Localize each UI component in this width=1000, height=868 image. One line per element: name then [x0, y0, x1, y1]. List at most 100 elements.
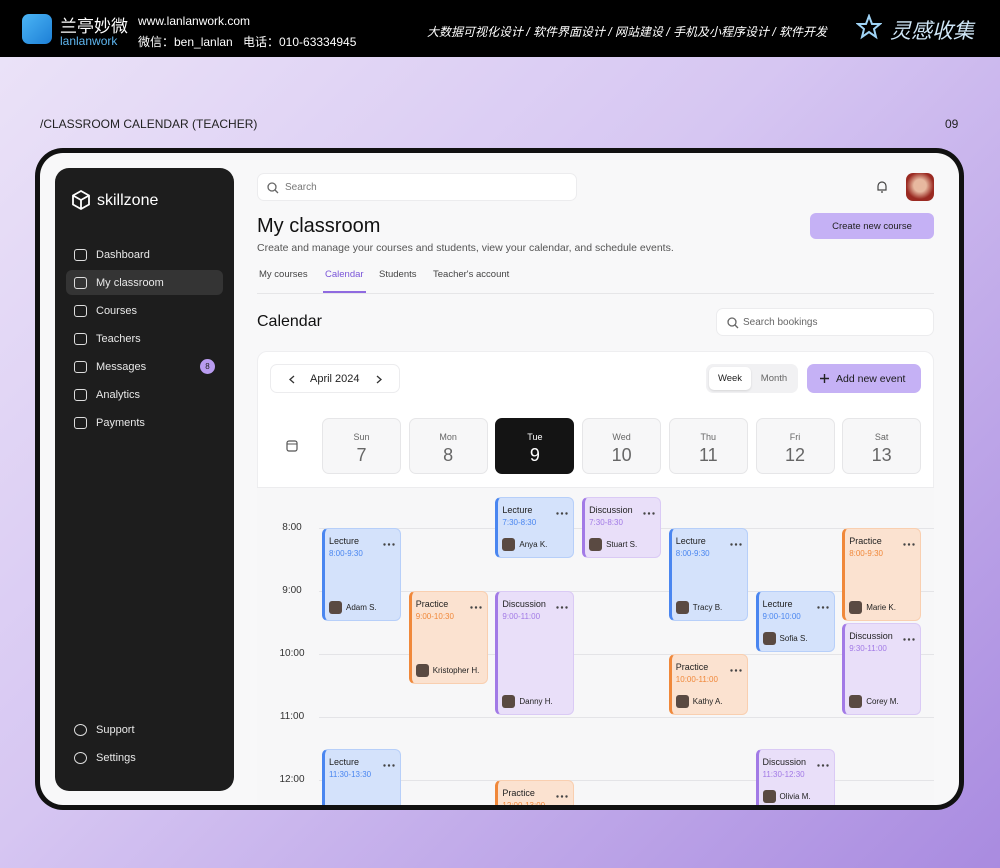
- event-person: Adam S.: [329, 600, 377, 614]
- nav-item[interactable]: Messages 8: [66, 354, 223, 379]
- footer-item[interactable]: Support: [66, 717, 223, 742]
- day-card[interactable]: Mon 8: [408, 418, 488, 474]
- day-card[interactable]: Sat 13: [842, 418, 922, 474]
- month-label: April 2024: [310, 373, 360, 385]
- event-title: Lecture: [502, 504, 533, 515]
- nav-item[interactable]: Payments: [66, 410, 223, 435]
- footer-icon: [74, 751, 87, 764]
- event-menu[interactable]: [469, 601, 482, 611]
- footer-label: Support: [96, 723, 135, 736]
- booking-search[interactable]: Search bookings: [716, 308, 934, 336]
- tab[interactable]: My courses: [259, 269, 308, 280]
- brand-sub: lanlanwork: [60, 34, 118, 48]
- event[interactable]: Discussion 9:30-11:00 Corey M.: [842, 622, 922, 715]
- event[interactable]: Lecture 11:30-13:30: [322, 748, 401, 805]
- footer-item[interactable]: Settings: [66, 745, 223, 770]
- person-avatar: [849, 600, 863, 614]
- user-avatar[interactable]: [906, 173, 934, 201]
- phone: 电话：010-63334945: [243, 35, 357, 49]
- event-menu[interactable]: [556, 507, 569, 517]
- event[interactable]: Lecture 9:00-10:00 Sofia S.: [755, 591, 835, 652]
- event[interactable]: Practice 12:00-13:00: [495, 780, 575, 805]
- person-avatar: [762, 632, 776, 645]
- tab[interactable]: Calendar: [325, 269, 364, 280]
- time-label: 10:00: [279, 648, 305, 659]
- nav-icon: [74, 388, 87, 401]
- event-menu[interactable]: [383, 538, 395, 548]
- next-month[interactable]: [375, 375, 383, 384]
- nav-label: Payments: [96, 416, 145, 429]
- time-label: 11:00: [279, 711, 305, 722]
- add-event-button[interactable]: Add new event: [807, 364, 921, 393]
- event-title: Practice: [675, 662, 709, 672]
- nav-item[interactable]: Dashboard: [66, 242, 223, 267]
- day-card[interactable]: Tue 9: [495, 418, 575, 474]
- event-time: 10:00-11:00: [675, 675, 718, 684]
- event-menu[interactable]: [816, 759, 829, 769]
- create-course-button[interactable]: Create new course: [810, 213, 934, 239]
- day-card[interactable]: Fri 12: [755, 418, 835, 474]
- event-menu[interactable]: [903, 538, 915, 548]
- event[interactable]: Discussion 9:00-11:00 Danny H.: [495, 591, 575, 715]
- nav-icon: [74, 416, 87, 429]
- booking-search-placeholder: Search bookings: [743, 317, 818, 328]
- sidebar: skillzone Dashboard My classroom Courses Te…: [55, 168, 234, 791]
- event-menu[interactable]: [383, 759, 395, 769]
- tab[interactable]: Students: [379, 269, 417, 280]
- event[interactable]: Discussion 11:30-12:30 Olivia M.: [755, 748, 835, 805]
- nav-item[interactable]: Courses: [66, 298, 223, 323]
- event-time: 7:30-8:30: [589, 517, 623, 527]
- nav-item[interactable]: My classroom: [66, 270, 223, 295]
- event-person: Marie K.: [849, 600, 896, 614]
- event[interactable]: Practice 8:00-9:30 Marie K.: [842, 528, 922, 621]
- bell[interactable]: [875, 180, 889, 194]
- event[interactable]: Practice 9:00-10:30 Kristopher H.: [408, 591, 488, 684]
- event-menu[interactable]: [643, 507, 655, 517]
- day-date: 10: [611, 445, 632, 465]
- event-menu[interactable]: [556, 790, 569, 800]
- view-option[interactable]: Month: [760, 373, 788, 384]
- brand: 兰亭妙微: [60, 17, 128, 36]
- event-title: Discussion: [502, 599, 546, 609]
- person-avatar: [762, 789, 776, 803]
- event-menu[interactable]: [903, 633, 915, 643]
- slide-label: /CLASSROOM CALENDAR (TEACHER): [40, 117, 258, 131]
- search-box[interactable]: Search: [257, 173, 577, 201]
- view-option[interactable]: Week: [709, 367, 751, 390]
- website: www.lanlanwork.com: [138, 14, 251, 28]
- day-date: 11: [698, 445, 718, 465]
- event-time: 7:30-8:30: [502, 517, 537, 527]
- day-card[interactable]: Sun 7: [322, 418, 401, 474]
- day-date: 7: [356, 445, 367, 465]
- event[interactable]: Lecture 8:00-9:30 Tracy B.: [668, 528, 748, 621]
- brand-logo: [72, 189, 90, 211]
- day-name: Thu: [700, 432, 717, 442]
- nav-label: Teachers: [96, 332, 141, 345]
- day-card[interactable]: Thu 11: [668, 418, 748, 474]
- tab[interactable]: Teacher's account: [433, 269, 510, 280]
- event-time: 8:00-9:30: [329, 549, 363, 558]
- nav-item[interactable]: Teachers: [66, 326, 223, 351]
- nav-label: Dashboard: [96, 248, 150, 261]
- prev-month[interactable]: [288, 375, 296, 384]
- view-toggle: Week Month: [706, 364, 798, 393]
- event-menu[interactable]: [730, 538, 742, 548]
- event[interactable]: Discussion 7:30-8:30 Stuart S.: [582, 496, 662, 558]
- event-title: Lecture: [762, 599, 793, 609]
- event-menu[interactable]: [556, 601, 569, 611]
- event-time: 9:30-11:00: [849, 643, 887, 653]
- nav-icon: [74, 276, 87, 289]
- day-name: Mon: [439, 432, 457, 442]
- event[interactable]: Practice 10:00-11:00 Kathy A.: [668, 654, 748, 715]
- event[interactable]: Lecture 8:00-9:30 Adam S.: [322, 528, 401, 621]
- event-menu[interactable]: [816, 601, 829, 611]
- event-time: 9:00-10:00: [762, 612, 801, 621]
- event-time: 11:30-13:30: [329, 769, 372, 779]
- event-menu[interactable]: [730, 664, 742, 674]
- footer-label: Settings: [96, 751, 136, 764]
- event[interactable]: Lecture 7:30-8:30 Anya K.: [495, 496, 575, 558]
- day-card[interactable]: Wed 10: [582, 418, 662, 474]
- nav-item[interactable]: Analytics: [66, 382, 223, 407]
- calendar-icon: [286, 440, 298, 452]
